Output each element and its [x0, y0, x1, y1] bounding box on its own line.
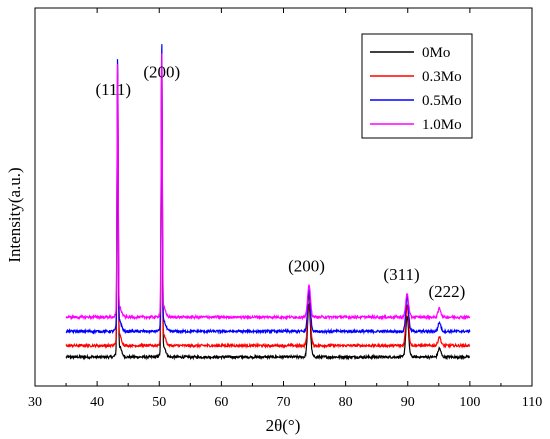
x-tick-label: 40	[90, 395, 104, 410]
series-layer	[65, 44, 471, 361]
x-tick-label: 70	[277, 395, 291, 410]
x-tick-label: 90	[401, 395, 415, 410]
peak-label: (200)	[143, 63, 180, 82]
peak-label: (200)	[288, 257, 325, 276]
series-line-0mo	[65, 70, 471, 361]
series-line-1-0mo	[65, 53, 471, 321]
x-tick-label: 60	[214, 395, 228, 410]
series-line-0-3mo	[65, 58, 471, 350]
peak-label: (111)	[95, 80, 131, 99]
legend-label: 0.3Mo	[422, 69, 462, 85]
legend-label: 1.0Mo	[422, 117, 462, 133]
x-tick-label: 80	[339, 395, 353, 410]
axis-ticks: 30 40 50 60 70 80 90 100 110	[28, 8, 542, 410]
legend-label: 0Mo	[422, 45, 450, 61]
x-tick-label: 50	[152, 395, 166, 410]
x-tick-label: 30	[28, 395, 42, 410]
peak-label: (222)	[428, 282, 465, 301]
peak-label: (311)	[383, 265, 419, 284]
legend: 0Mo 0.3Mo 0.5Mo 1.0Mo	[361, 33, 473, 139]
series-line-0-5mo	[65, 44, 471, 335]
x-tick-label: 100	[459, 395, 480, 410]
legend-label: 0.5Mo	[422, 93, 462, 109]
y-axis-label: Intensity(a.u.)	[5, 167, 24, 262]
x-tick-label: 110	[522, 395, 542, 410]
peak-annotations: (111) (200) (200) (311) (222)	[95, 63, 465, 301]
x-axis-label: 2θ(°)	[266, 416, 301, 435]
